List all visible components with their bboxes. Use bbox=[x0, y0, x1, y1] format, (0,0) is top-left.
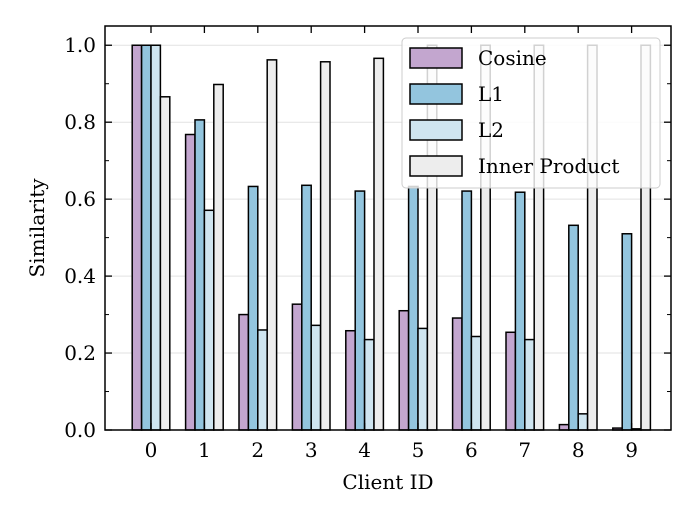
bar-l1 bbox=[194, 119, 206, 431]
bar-inner-product bbox=[266, 59, 278, 431]
bar-l2 bbox=[150, 44, 162, 431]
bar-cosine bbox=[184, 133, 196, 431]
legend-swatch bbox=[409, 155, 463, 177]
bar-l1 bbox=[514, 191, 526, 431]
legend-label: L1 bbox=[478, 82, 504, 106]
bar-cosine bbox=[291, 303, 303, 431]
bar-l1 bbox=[301, 184, 312, 431]
bar-l1 bbox=[621, 233, 633, 431]
bar-cosine bbox=[398, 309, 410, 431]
legend-swatch bbox=[409, 83, 463, 105]
bar-cosine bbox=[345, 329, 356, 431]
bar-l2 bbox=[203, 209, 215, 431]
bar-l2 bbox=[524, 338, 535, 431]
bar-l1 bbox=[247, 185, 259, 431]
bar-l2 bbox=[417, 327, 429, 431]
legend-box bbox=[401, 37, 661, 189]
legend-swatch bbox=[409, 47, 463, 69]
legend-label: Inner Product bbox=[478, 154, 619, 178]
plot-frame bbox=[104, 25, 672, 431]
bar-l1 bbox=[140, 44, 152, 431]
x-tick-label: 8 bbox=[572, 438, 585, 462]
x-tick-label: 4 bbox=[358, 438, 371, 462]
bar-inner-product bbox=[213, 83, 224, 431]
bar-inner-product bbox=[319, 61, 331, 431]
bar-cosine bbox=[558, 423, 570, 431]
bar-l2 bbox=[363, 338, 375, 431]
bar-l1 bbox=[354, 190, 366, 431]
bar-l1 bbox=[461, 190, 473, 431]
y-tick-label: 0.4 bbox=[64, 264, 96, 288]
axis-ticks: 0.0 0.2 0.4 0.6 0.8 1.0 0 1 2 3 4 5 6 7 8 9 bbox=[64, 26, 671, 462]
x-tick-label: 1 bbox=[198, 438, 211, 462]
bar-l2 bbox=[470, 335, 482, 431]
y-axis-label: Similarity bbox=[25, 178, 49, 278]
bar-l2 bbox=[577, 413, 589, 431]
bar-l2 bbox=[310, 324, 322, 431]
bar-inner-product bbox=[373, 57, 385, 431]
x-tick-label: 2 bbox=[251, 438, 264, 462]
x-axis-label: Client ID bbox=[342, 470, 433, 494]
x-tick-label: 7 bbox=[518, 438, 531, 462]
x-tick-label: 5 bbox=[412, 438, 425, 462]
bar-l1 bbox=[568, 224, 579, 431]
bar-cosine bbox=[505, 331, 517, 431]
bar-l1 bbox=[407, 185, 419, 431]
y-tick-label: 0.0 bbox=[64, 418, 96, 442]
bar-cosine bbox=[451, 317, 463, 431]
bar-cosine bbox=[131, 44, 143, 431]
bar-cosine bbox=[238, 313, 250, 431]
x-tick-label: 0 bbox=[145, 438, 158, 462]
x-tick-label: 9 bbox=[625, 438, 638, 462]
legend-swatch bbox=[409, 119, 463, 141]
x-tick-label: 6 bbox=[465, 438, 478, 462]
bar-l2 bbox=[257, 329, 268, 431]
y-tick-label: 1.0 bbox=[64, 33, 96, 57]
y-tick-label: 0.8 bbox=[64, 110, 96, 134]
x-tick-label: 3 bbox=[305, 438, 318, 462]
bar-inner-product bbox=[159, 96, 171, 431]
legend: Cosine L1 L2 Inner Product bbox=[401, 37, 661, 189]
legend-label: L2 bbox=[478, 118, 504, 142]
y-tick-label: 0.2 bbox=[64, 341, 96, 365]
legend-label: Cosine bbox=[478, 46, 547, 70]
y-tick-label: 0.6 bbox=[64, 187, 96, 211]
